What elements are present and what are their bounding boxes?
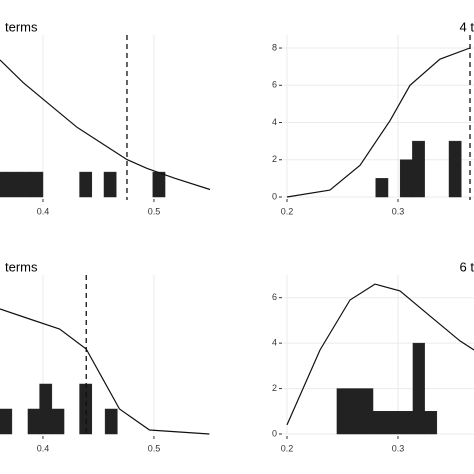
x-tick-label: 0.5 <box>148 206 161 216</box>
bar <box>79 171 93 198</box>
panel-title: 4 t <box>460 19 474 34</box>
density-curve <box>0 59 211 191</box>
x-tick-label: 0.4 <box>37 443 50 453</box>
bar <box>0 171 7 198</box>
bar <box>412 342 425 435</box>
y-tick-label: 6 <box>272 80 277 90</box>
density-curve <box>286 283 474 426</box>
y-tick-label: 8 <box>272 42 277 52</box>
y-tick-label: 2 <box>272 383 277 393</box>
bar <box>18 171 31 198</box>
y-tick-label: 0 <box>272 191 277 201</box>
panel-title: terms <box>5 19 38 34</box>
bar <box>104 408 118 435</box>
y-tick-label: 4 <box>272 338 277 348</box>
bar <box>103 171 117 198</box>
bar <box>412 140 425 198</box>
panel-title: terms <box>5 259 38 274</box>
bar <box>336 388 374 435</box>
bar <box>30 171 44 198</box>
bar <box>51 408 65 435</box>
bar <box>424 411 438 435</box>
bar <box>372 411 414 435</box>
bar <box>6 171 19 198</box>
bar <box>27 408 40 435</box>
x-tick-label: 0.4 <box>37 206 50 216</box>
bar <box>79 383 93 435</box>
x-tick-label: 0.2 <box>281 443 294 453</box>
density-curve <box>286 47 471 198</box>
bar <box>152 171 166 198</box>
bar <box>0 408 13 435</box>
bar <box>375 178 389 198</box>
x-tick-label: 0.3 <box>392 206 405 216</box>
bar <box>448 140 462 198</box>
x-tick-label: 0.5 <box>148 443 161 453</box>
y-tick-label: 6 <box>272 292 277 302</box>
panel-title: 6 t <box>460 259 474 274</box>
bar <box>39 383 53 435</box>
y-tick-label: 0 <box>272 428 277 438</box>
x-tick-label: 0.2 <box>281 206 294 216</box>
x-tick-label: 0.3 <box>392 443 405 453</box>
y-tick-label: 2 <box>272 154 277 164</box>
y-tick-label: 4 <box>272 117 277 127</box>
bar <box>399 159 413 198</box>
